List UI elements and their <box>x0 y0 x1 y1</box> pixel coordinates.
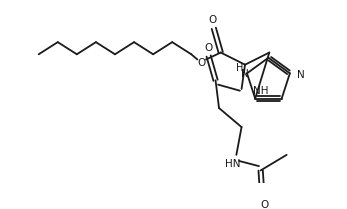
Text: N: N <box>240 69 248 79</box>
Text: N: N <box>297 70 305 80</box>
Text: HN: HN <box>225 158 240 168</box>
Text: NH: NH <box>253 86 268 96</box>
Text: O: O <box>197 58 206 68</box>
Text: H: H <box>236 63 244 73</box>
Text: O: O <box>204 43 213 53</box>
Text: O: O <box>260 200 268 209</box>
Text: O: O <box>209 15 217 25</box>
